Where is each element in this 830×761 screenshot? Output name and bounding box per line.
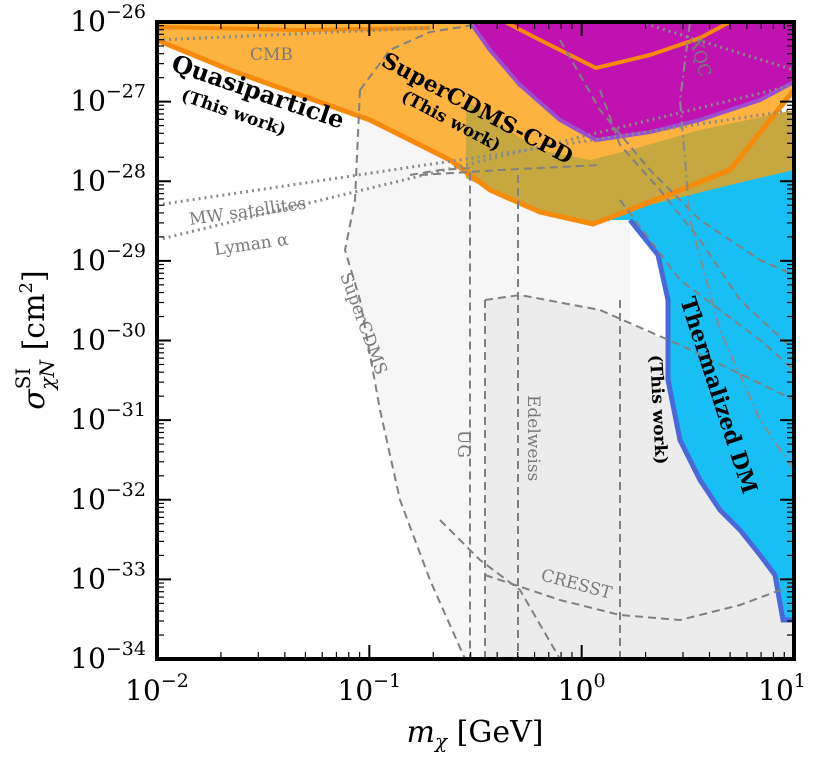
xqc-inner-line	[504, 22, 731, 71]
lyman-alpha-label: Lyman α	[213, 230, 290, 260]
y-tick-label: 10−27	[70, 81, 146, 118]
edelweiss-label: Edelweiss	[523, 395, 543, 481]
quasiparticle-edge	[157, 37, 794, 227]
supercdms-horiz	[419, 164, 601, 176]
y-axis-title: σSIχN [cm2]	[11, 270, 59, 409]
dotted-limits	[157, 22, 794, 242]
x-tick-label: 10−1	[338, 670, 402, 707]
ug-label: UG	[453, 430, 473, 458]
y-tick-label: 10−29	[70, 240, 146, 277]
supercdms-lower	[439, 519, 561, 659]
y-tick-label: 10−33	[70, 558, 146, 595]
x-tick-label: 101	[758, 670, 806, 707]
xqc-dashed-1	[559, 39, 794, 276]
xqc-edge	[468, 22, 794, 143]
y-tick-label: 10−34	[70, 638, 146, 675]
cresst-limit	[484, 574, 794, 622]
plot-area	[157, 22, 794, 659]
xqc-dashed-2	[599, 89, 794, 351]
cmb-label: CMB	[250, 45, 293, 65]
axis-tick-labels: 10−2 10−1 100 101 10−26 10−27 10−28 10−29 10−30 1…	[70, 1, 806, 707]
y-tick-label: 10−26	[70, 1, 146, 38]
dashdot-limit	[678, 22, 794, 471]
x-axis-title: mχ [GeV]	[407, 715, 544, 753]
supercdms-cpd-region	[466, 100, 794, 224]
y-tick-label: 10−32	[70, 479, 146, 516]
x-tick-label: 100	[558, 670, 606, 707]
y-tick-label: 10−28	[70, 160, 146, 197]
y-tick-label: 10−31	[70, 399, 146, 436]
supercdms-limit	[343, 23, 481, 659]
x-tick-label: 10−2	[125, 670, 189, 707]
dashed-limits	[343, 23, 794, 659]
xqc-dashed-3	[619, 199, 794, 371]
y-tick-label: 10−30	[70, 320, 146, 357]
axis-ticks	[156, 22, 794, 660]
thermalized-dm-region	[585, 140, 794, 620]
lyman-alpha-limit	[157, 83, 794, 242]
thermalized-dm-edge	[628, 218, 794, 623]
